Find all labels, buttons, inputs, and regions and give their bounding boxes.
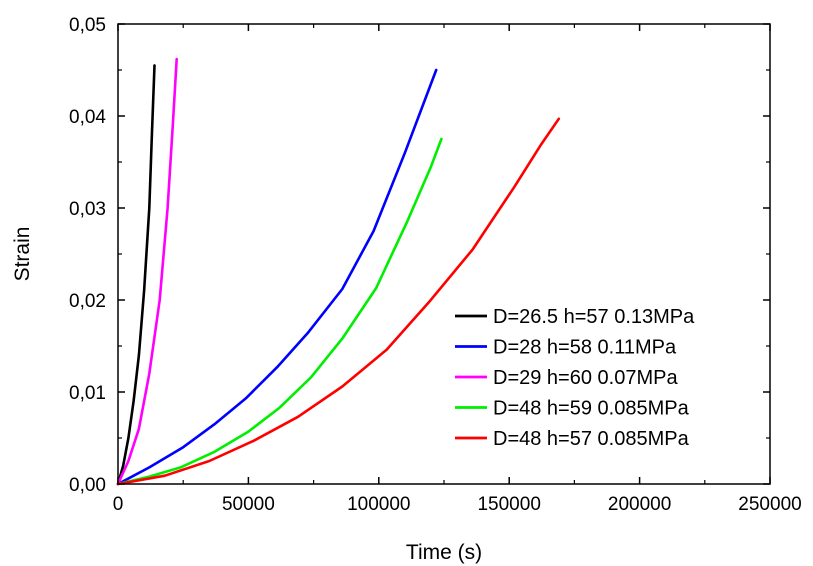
y-axis-title: Strain bbox=[11, 227, 34, 282]
y-tick-label: 0,05 bbox=[69, 15, 106, 36]
x-tick-label: 250000 bbox=[738, 494, 801, 515]
x-tick-label: 150000 bbox=[477, 494, 540, 515]
y-tick-label: 0,03 bbox=[69, 199, 106, 220]
series-line bbox=[116, 117, 561, 486]
legend-label: D=48 h=57 0.085MPa bbox=[493, 428, 690, 450]
legend: D=26.5 h=57 0.13MPa D=28 h=58 0.11MPa D=29… bbox=[455, 306, 695, 450]
x-tick-label: 0 bbox=[113, 494, 124, 515]
legend-label: D=28 h=58 0.11MPa bbox=[493, 337, 677, 359]
x-tick-label: 50000 bbox=[222, 494, 275, 515]
x-tick-label: 100000 bbox=[347, 494, 410, 515]
x-tick-label: 200000 bbox=[608, 494, 671, 515]
y-tick-label: 0,02 bbox=[69, 291, 106, 312]
y-tick-label: 0,04 bbox=[69, 107, 106, 128]
series-line bbox=[116, 68, 438, 486]
plot-frame bbox=[117, 23, 771, 485]
y-tick-label: 0,00 bbox=[69, 475, 106, 496]
x-tick-labels: 0 50000 100000 150000 200000 250000 bbox=[113, 494, 802, 515]
y-tick-labels: 0,00 0,01 0,02 0,03 0,04 0,05 bbox=[69, 15, 106, 496]
series-lines bbox=[116, 57, 561, 486]
legend-label: D=29 h=60 0.07MPa bbox=[493, 367, 678, 389]
legend-label: D=48 h=59 0.085MPa bbox=[493, 398, 690, 420]
series-line bbox=[116, 137, 443, 486]
series-line bbox=[116, 57, 178, 486]
legend-label: D=26.5 h=57 0.13MPa bbox=[493, 306, 695, 328]
x-axis-title: Time (s) bbox=[406, 541, 482, 564]
y-tick-label: 0,01 bbox=[69, 383, 106, 404]
series-line bbox=[116, 64, 156, 486]
